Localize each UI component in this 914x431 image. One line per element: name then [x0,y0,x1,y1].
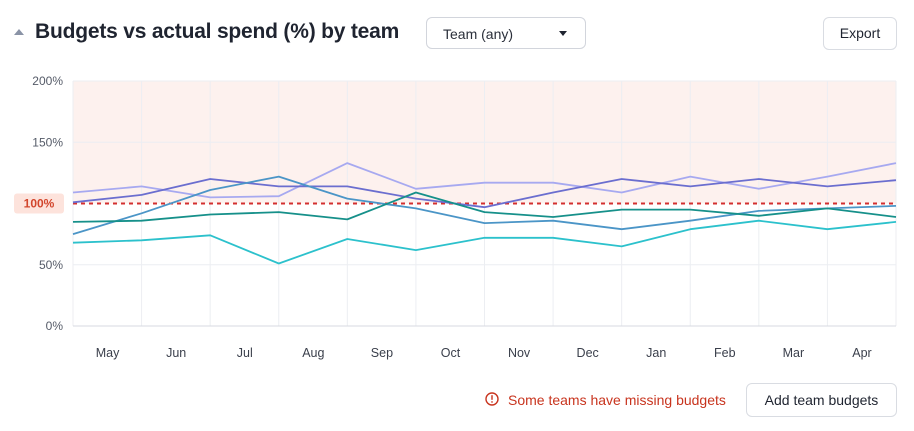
team-filter-dropdown[interactable]: Team (any) [426,17,586,49]
budget-line-chart: 0% 50% 150% 200% 100% May Jun Jul Aug Sep Oct Nov De… [14,74,897,360]
axis-labels: 0% 50% 150% 200% 100% May Jun Jul Aug Sep Oct Nov De… [14,74,872,360]
reference-badge [14,193,64,214]
team-filter-value: Team (any) [443,26,514,42]
series-line-team-5 [72,219,897,265]
x-tick-label: Aug [302,346,324,360]
series-line-team-2 [72,178,897,209]
x-tick-label: Dec [577,346,599,360]
y-tick-label: 150% [32,135,63,149]
y-tick-label: 50% [39,258,63,272]
export-button[interactable]: Export [823,17,897,50]
y-tick-label: 200% [32,74,63,88]
x-tick-label: Jul [237,346,253,360]
warning-text: Some teams have missing budgets [508,392,726,408]
series-line-team-3 [72,175,897,235]
x-tick-label: Jan [646,346,666,360]
y-tick-label: 0% [46,319,64,333]
series-line-team-1 [72,162,897,199]
info-circle-icon [485,392,499,406]
x-tick-label: Feb [714,346,736,360]
add-team-budgets-button[interactable]: Add team budgets [746,383,897,417]
x-tick-label: Mar [783,346,805,360]
collapse-triangle-icon[interactable] [14,29,24,35]
chart-title: Budgets vs actual spend (%) by team [35,20,400,43]
series-line-team-4 [72,191,897,223]
x-tick-label: Apr [852,346,871,360]
reference-label: 100% [24,197,55,211]
x-tick-label: Nov [508,346,531,360]
x-tick-label: Jun [166,346,186,360]
chart-header: Budgets vs actual spend (%) by team Team… [0,0,914,70]
chevron-down-icon [559,31,567,36]
chart-series [72,162,897,265]
x-tick-label: Sep [371,346,393,360]
x-tick-label: Oct [441,346,461,360]
x-tick-label: May [96,346,120,360]
